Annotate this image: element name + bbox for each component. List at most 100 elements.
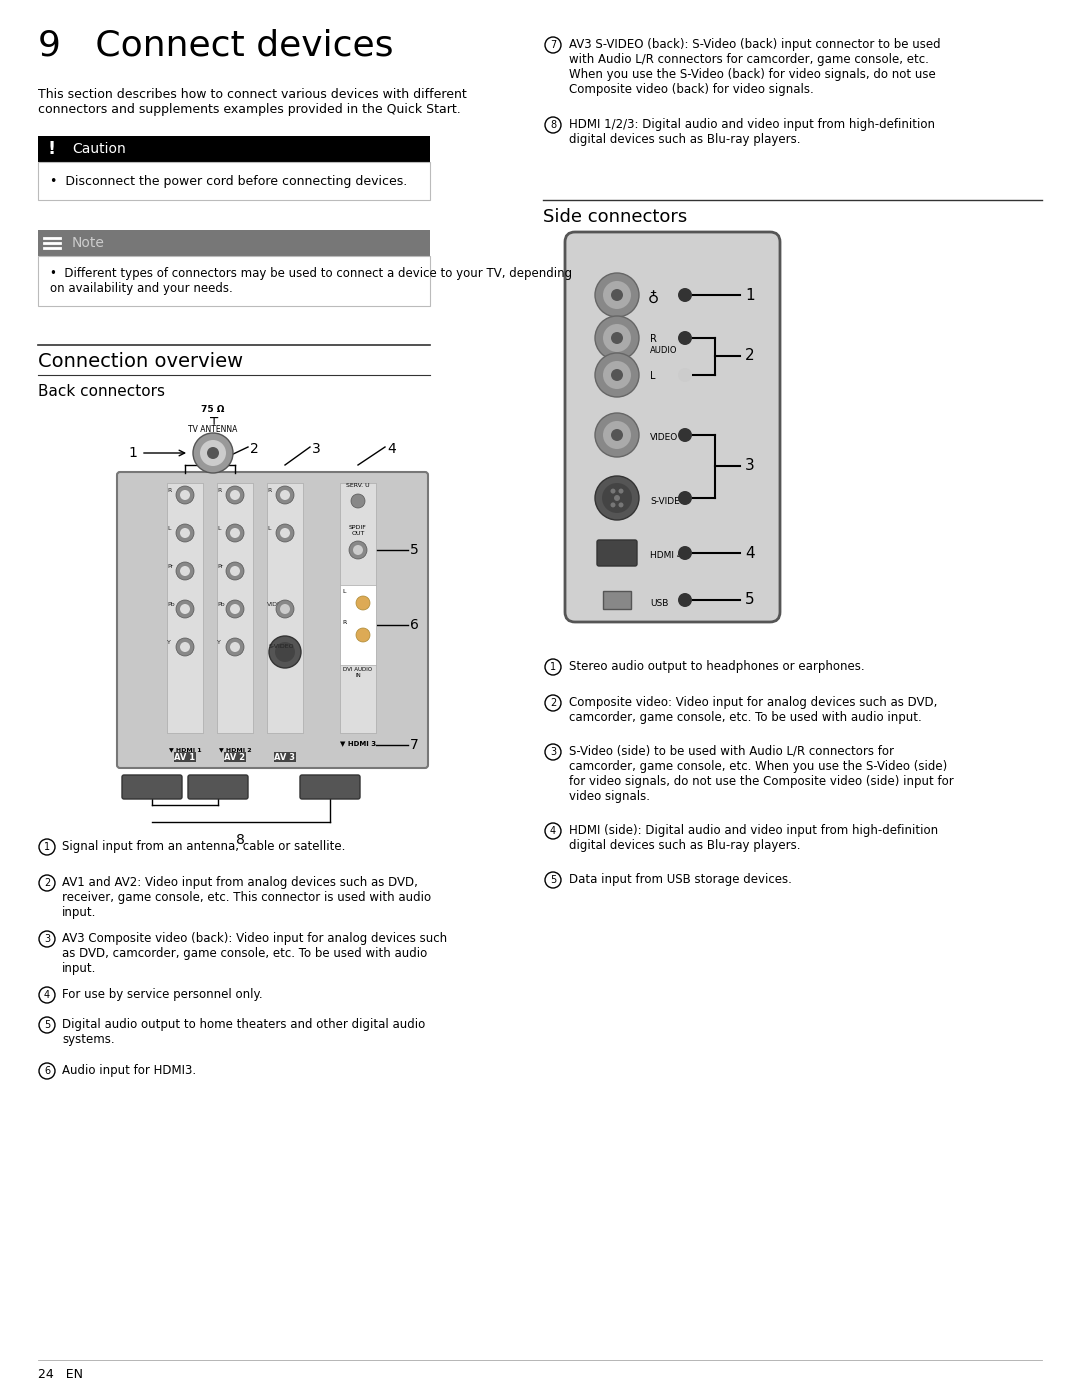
FancyBboxPatch shape — [597, 541, 637, 566]
FancyBboxPatch shape — [38, 256, 430, 306]
Text: 2: 2 — [249, 441, 259, 455]
Text: 1: 1 — [550, 662, 556, 672]
FancyBboxPatch shape — [122, 775, 183, 799]
Text: L: L — [167, 527, 171, 531]
Text: 2: 2 — [550, 698, 556, 708]
Circle shape — [269, 636, 301, 668]
Circle shape — [595, 316, 639, 360]
Circle shape — [226, 638, 244, 657]
Circle shape — [39, 840, 55, 855]
Circle shape — [356, 629, 370, 643]
Text: •  Different types of connectors may be used to connect a device to your TV, dep: • Different types of connectors may be u… — [50, 267, 572, 295]
Circle shape — [226, 524, 244, 542]
Text: 3: 3 — [44, 935, 50, 944]
Text: 8: 8 — [550, 120, 556, 130]
Text: Y: Y — [167, 640, 171, 645]
Text: 1: 1 — [44, 842, 50, 852]
Circle shape — [545, 745, 561, 760]
Text: For use by service personnel only.: For use by service personnel only. — [62, 988, 262, 1002]
Circle shape — [230, 490, 240, 500]
FancyBboxPatch shape — [340, 483, 376, 733]
Circle shape — [351, 495, 365, 509]
Text: 6: 6 — [44, 1066, 50, 1076]
Text: 7: 7 — [550, 41, 556, 50]
Circle shape — [678, 427, 692, 441]
Text: Composite video: Video input for analog devices such as DVD,
camcorder, game con: Composite video: Video input for analog … — [569, 696, 937, 724]
Text: S-VIDEO: S-VIDEO — [269, 644, 295, 650]
Text: 24   EN: 24 EN — [38, 1368, 83, 1382]
Text: 2: 2 — [44, 877, 50, 888]
Circle shape — [276, 599, 294, 617]
Text: 3: 3 — [550, 747, 556, 757]
FancyBboxPatch shape — [38, 136, 66, 162]
Text: ⊤: ⊤ — [208, 416, 218, 426]
Circle shape — [356, 597, 370, 610]
Circle shape — [595, 414, 639, 457]
Text: AV 1: AV 1 — [175, 753, 195, 761]
Circle shape — [619, 503, 623, 507]
Text: Connection overview: Connection overview — [38, 352, 243, 372]
Circle shape — [603, 281, 631, 309]
Text: 1: 1 — [129, 446, 137, 460]
Circle shape — [678, 546, 692, 560]
Circle shape — [545, 872, 561, 888]
Text: 3: 3 — [745, 458, 755, 474]
Text: Data input from USB storage devices.: Data input from USB storage devices. — [569, 873, 792, 886]
Circle shape — [39, 1017, 55, 1032]
Circle shape — [349, 541, 367, 559]
Circle shape — [611, 429, 623, 441]
Text: 6: 6 — [410, 617, 419, 631]
Text: R: R — [167, 488, 172, 493]
Text: VIDEO: VIDEO — [650, 433, 678, 443]
Circle shape — [276, 524, 294, 542]
Text: AV 2: AV 2 — [225, 753, 245, 761]
Text: Audio input for HDMI3.: Audio input for HDMI3. — [62, 1065, 197, 1077]
Circle shape — [678, 367, 692, 381]
Text: Side connectors: Side connectors — [543, 208, 687, 226]
Circle shape — [176, 486, 194, 504]
Circle shape — [610, 503, 616, 507]
Text: 4: 4 — [44, 990, 50, 1000]
Text: 2: 2 — [745, 348, 755, 363]
Circle shape — [39, 875, 55, 891]
Text: Pr: Pr — [217, 564, 224, 569]
Text: Y: Y — [217, 640, 221, 645]
Circle shape — [230, 528, 240, 538]
Circle shape — [611, 332, 623, 344]
Circle shape — [610, 489, 616, 493]
Text: Digital audio output to home theaters and other digital audio
systems.: Digital audio output to home theaters an… — [62, 1018, 426, 1046]
Circle shape — [545, 694, 561, 711]
FancyBboxPatch shape — [267, 483, 303, 733]
Circle shape — [226, 599, 244, 617]
Circle shape — [603, 324, 631, 352]
Text: Signal input from an antenna, cable or satellite.: Signal input from an antenna, cable or s… — [62, 840, 346, 854]
Text: AV3 Composite video (back): Video input for analog devices such
as DVD, camcorde: AV3 Composite video (back): Video input … — [62, 932, 447, 975]
Text: 3: 3 — [312, 441, 321, 455]
FancyBboxPatch shape — [300, 775, 360, 799]
Text: SPDIF
OUT: SPDIF OUT — [349, 525, 367, 536]
Circle shape — [545, 36, 561, 53]
Text: This section describes how to connect various devices with different
connectors : This section describes how to connect va… — [38, 88, 467, 116]
Circle shape — [545, 117, 561, 133]
Text: 75 Ω: 75 Ω — [201, 405, 225, 414]
Text: SERV. U: SERV. U — [347, 483, 369, 488]
Text: Back connectors: Back connectors — [38, 384, 165, 400]
Text: USB: USB — [650, 598, 669, 608]
Circle shape — [276, 486, 294, 504]
FancyBboxPatch shape — [217, 483, 253, 733]
FancyBboxPatch shape — [167, 483, 203, 733]
Text: 9   Connect devices: 9 Connect devices — [38, 28, 393, 61]
Circle shape — [603, 360, 631, 388]
Circle shape — [603, 420, 631, 448]
Text: AUDIO: AUDIO — [650, 346, 677, 355]
Circle shape — [280, 528, 291, 538]
Circle shape — [176, 638, 194, 657]
Text: 5: 5 — [745, 592, 755, 608]
Text: ♁: ♁ — [647, 291, 659, 306]
Text: S-VIDEO: S-VIDEO — [650, 496, 687, 506]
Circle shape — [602, 483, 632, 513]
Circle shape — [611, 289, 623, 300]
Circle shape — [545, 659, 561, 675]
Text: 8: 8 — [235, 833, 244, 847]
Text: AV3 S-VIDEO (back): S-Video (back) input connector to be used
with Audio L/R con: AV3 S-VIDEO (back): S-Video (back) input… — [569, 38, 941, 96]
